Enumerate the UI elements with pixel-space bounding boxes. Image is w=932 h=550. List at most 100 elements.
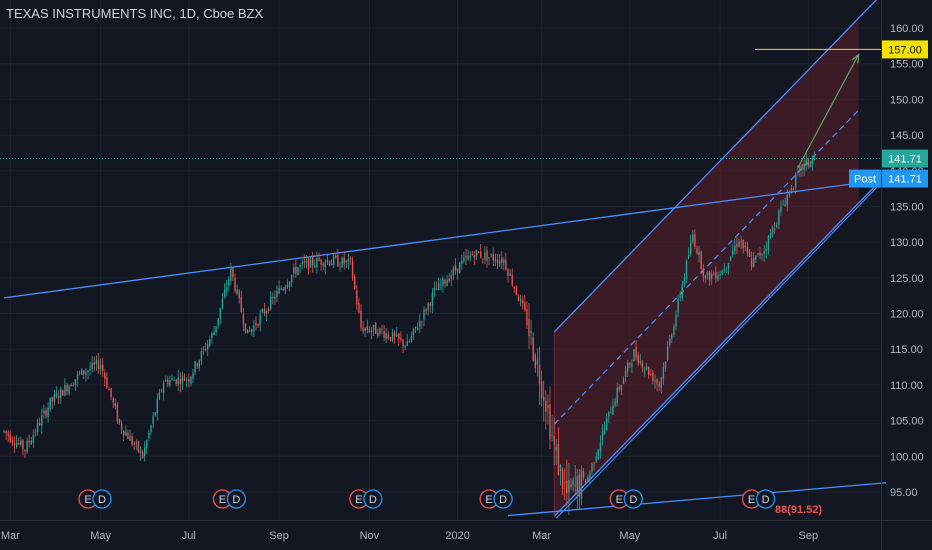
time-axis[interactable]: Mar May Jul Sep Nov 2020 Mar May Jul Sep xyxy=(1,530,818,542)
regression-channel[interactable] xyxy=(553,0,885,519)
candle-body xyxy=(786,195,788,205)
candle-body xyxy=(41,415,43,427)
candle-body xyxy=(131,436,133,445)
candle-body xyxy=(74,379,77,385)
candle-body xyxy=(393,332,396,337)
candle-body xyxy=(532,336,534,361)
candle-body xyxy=(368,329,371,332)
overlay-lines[interactable]: 88(91.52) xyxy=(0,48,881,516)
candle-body xyxy=(570,484,572,488)
channel-upper-line[interactable] xyxy=(553,0,884,333)
x-tick-label: Sep xyxy=(269,530,289,542)
trend-lines[interactable] xyxy=(3,178,887,517)
y-tick-label: 145.00 xyxy=(890,130,924,142)
candle-body xyxy=(240,297,242,313)
candle-body xyxy=(463,257,465,262)
candle-body xyxy=(589,472,591,479)
channel-lower-line[interactable] xyxy=(553,176,885,517)
candle-body xyxy=(15,442,18,447)
candle-body xyxy=(771,227,774,234)
event-marker-label: D xyxy=(232,494,240,506)
candle-body xyxy=(675,314,677,328)
candle-body xyxy=(624,370,627,377)
candle-body xyxy=(360,310,362,328)
candle-body xyxy=(597,449,599,459)
candle-body xyxy=(60,388,62,398)
price-axis-border xyxy=(881,0,882,550)
candle-body xyxy=(555,447,557,451)
post-badge xyxy=(849,169,881,188)
candle-body xyxy=(639,360,641,363)
candle-body xyxy=(692,234,694,243)
candle-body xyxy=(339,266,341,268)
candle-body xyxy=(438,282,440,290)
y-tick-label: 155.00 xyxy=(890,59,924,71)
candle-body xyxy=(114,403,116,407)
y-tick-label: 135.00 xyxy=(890,201,924,213)
candle-body xyxy=(599,442,602,452)
candle-body xyxy=(656,379,658,384)
candle-body xyxy=(414,326,417,329)
candle-body xyxy=(356,290,358,305)
candle-body xyxy=(410,335,413,342)
target-arrow-line[interactable] xyxy=(797,54,860,169)
candle-body xyxy=(81,368,83,375)
dividend-marker[interactable] xyxy=(755,489,776,509)
candle-body xyxy=(763,251,765,255)
candle-body xyxy=(167,379,169,385)
event-marker-label: D xyxy=(629,494,637,506)
candle-body xyxy=(183,378,186,381)
candle-body xyxy=(223,290,226,297)
channel-lower-line-2[interactable] xyxy=(555,179,885,519)
candle-body xyxy=(320,259,322,265)
candle-body xyxy=(813,158,816,161)
candle-body xyxy=(28,440,30,443)
candle-body xyxy=(492,254,494,261)
candle-body xyxy=(782,204,784,206)
candle-body xyxy=(238,290,240,298)
candle-body xyxy=(648,367,650,375)
x-tick-label: Sep xyxy=(799,530,819,542)
event-marker-label: D xyxy=(762,494,770,506)
candle-body xyxy=(110,388,112,398)
candle-body xyxy=(788,190,791,195)
target-price-text: 157.00 xyxy=(888,44,922,56)
candle-body xyxy=(87,370,89,373)
candle-body xyxy=(557,443,560,476)
candle-body xyxy=(501,258,503,263)
candle-body xyxy=(446,280,448,287)
candle-body xyxy=(551,435,553,437)
candle-body xyxy=(175,379,177,384)
candle-body xyxy=(633,349,635,362)
candle-body xyxy=(755,255,757,260)
candle-body xyxy=(144,447,146,456)
candle-body xyxy=(389,337,392,341)
candle-body xyxy=(9,435,11,442)
candle-body xyxy=(776,224,778,228)
candle-body xyxy=(49,397,51,409)
candle-body xyxy=(341,257,343,267)
candle-body xyxy=(784,203,786,207)
candle-body xyxy=(538,364,541,384)
channel-fill xyxy=(554,18,859,517)
trend-line-2[interactable] xyxy=(507,482,887,517)
dividend-marker[interactable] xyxy=(363,489,383,509)
candle-body xyxy=(34,431,37,433)
x-tick-label: 2020 xyxy=(445,530,469,542)
dividend-marker[interactable] xyxy=(623,489,643,509)
dividend-marker[interactable] xyxy=(92,489,112,509)
candle-body xyxy=(750,258,753,268)
candle-body xyxy=(400,338,402,340)
candle-body xyxy=(13,443,16,446)
candle-body xyxy=(522,300,524,304)
candle-body xyxy=(244,323,247,333)
dividend-marker[interactable] xyxy=(226,489,247,509)
event-marker-label: E xyxy=(616,494,623,506)
candle-body xyxy=(732,250,734,255)
candle-body xyxy=(303,261,305,263)
trend-line-1[interactable] xyxy=(3,178,887,299)
candle-body xyxy=(375,322,377,334)
dividend-marker[interactable] xyxy=(493,489,513,509)
